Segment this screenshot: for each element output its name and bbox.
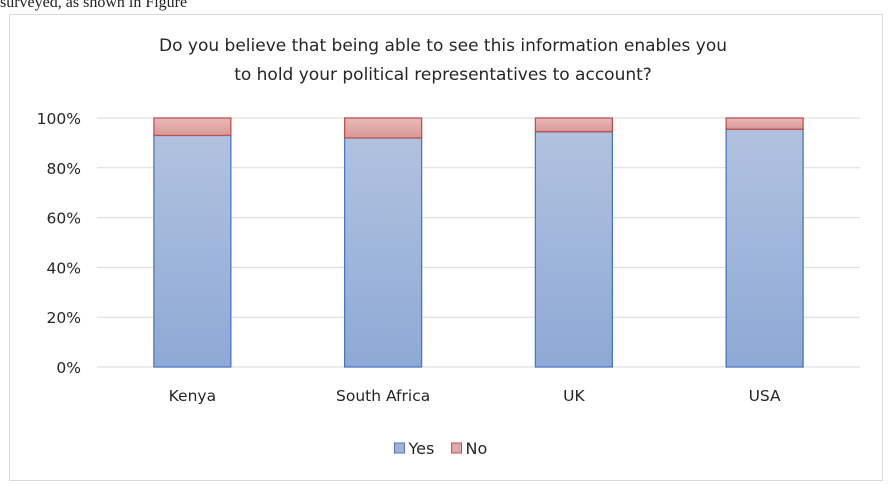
- x-axis-tick-labels: Kenya South Africa UK USA: [169, 387, 781, 405]
- y-axis-tick-labels: 0% 20% 40% 60% 80% 100%: [37, 110, 81, 377]
- bar-yes: [153, 134, 232, 368]
- y-tick-label: 100%: [37, 110, 81, 128]
- legend: Yes No: [394, 439, 488, 458]
- bar-no: [725, 117, 804, 130]
- bar-no: [343, 117, 423, 139]
- y-tick-label: 80%: [47, 160, 81, 178]
- bar-yes: [343, 137, 423, 368]
- legend-label-no: No: [466, 439, 488, 458]
- x-tick-label: UK: [563, 387, 585, 405]
- x-tick-label: Kenya: [169, 387, 216, 405]
- y-tick-label: 0%: [56, 359, 81, 377]
- bar-no: [153, 117, 232, 137]
- top-text-fragment: surveyed, as shown in Figure: [0, 0, 400, 20]
- bar-yes: [534, 131, 614, 368]
- legend-swatch-yes: [394, 442, 405, 454]
- bars: [153, 117, 804, 368]
- chart-title-line-2: to hold your political representatives t…: [234, 65, 652, 85]
- top-text: surveyed, as shown in Figure: [0, 0, 188, 11]
- y-tick-label: 40%: [47, 259, 81, 277]
- bar-yes: [725, 128, 804, 368]
- chart-title-line-1: Do you believe that being able to see th…: [159, 36, 727, 56]
- x-tick-label: South Africa: [336, 387, 430, 405]
- legend-swatch-no: [451, 442, 462, 454]
- legend-label-yes: Yes: [408, 439, 435, 458]
- y-tick-label: 20%: [47, 309, 81, 327]
- y-tick-label: 60%: [47, 210, 81, 228]
- x-tick-label: USA: [749, 387, 781, 405]
- bar-no: [534, 117, 614, 133]
